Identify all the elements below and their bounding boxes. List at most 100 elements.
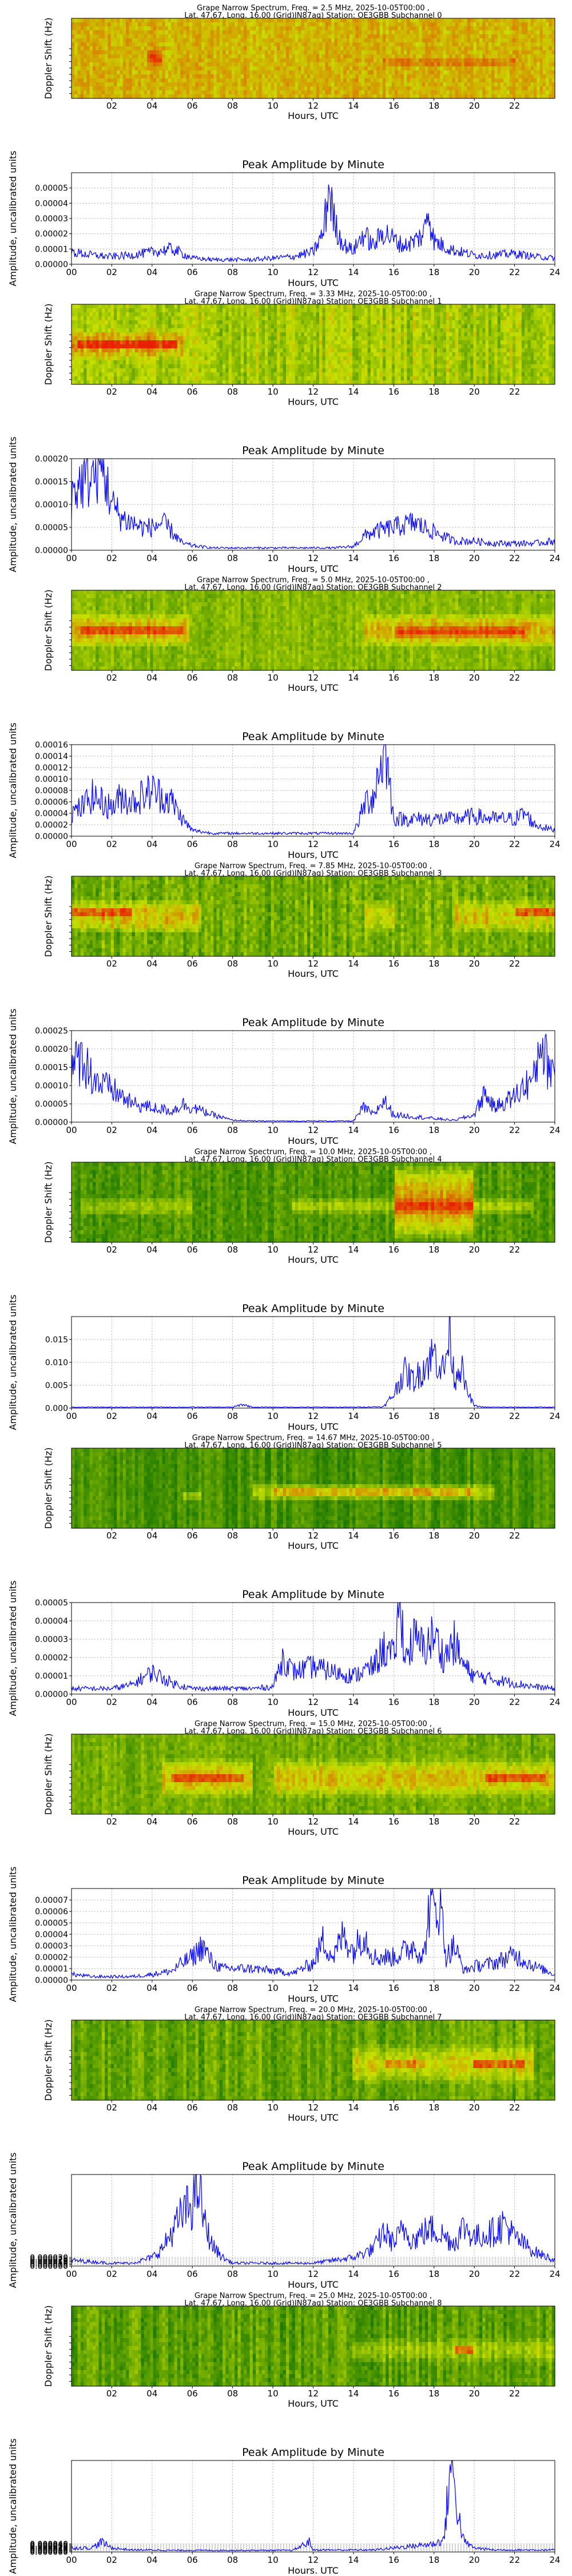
heatmap-cell	[198, 74, 202, 79]
heatmap-cell	[165, 34, 169, 39]
heatmap-cell	[114, 78, 117, 83]
heatmap-cell	[380, 22, 383, 27]
heatmap-cell	[486, 82, 489, 87]
heatmap-cell	[331, 74, 335, 79]
heatmap-cell	[144, 70, 148, 75]
heatmap-cell	[86, 74, 90, 79]
heatmap-cell	[458, 308, 462, 313]
heatmap-cell	[96, 90, 99, 95]
heatmap-cell	[519, 62, 522, 67]
heatmap-cell	[192, 66, 196, 71]
heatmap-cell	[410, 94, 414, 99]
heatmap-cell	[515, 62, 519, 67]
heatmap-cell	[352, 82, 356, 87]
heatmap-cell	[210, 312, 214, 317]
heatmap-cell	[86, 312, 90, 317]
heatmap-cell	[84, 54, 87, 59]
heatmap-cell	[398, 62, 401, 67]
heatmap-cell	[531, 62, 534, 67]
heatmap-cell	[72, 312, 75, 317]
heatmap-cell	[337, 316, 341, 321]
heatmap-cell	[392, 304, 395, 309]
heatmap-cell	[174, 78, 178, 83]
heatmap-cell	[171, 18, 174, 23]
heatmap-cell	[461, 74, 464, 79]
heatmap-cell	[470, 38, 474, 43]
heatmap-cell	[488, 26, 492, 31]
spectrogram-heatmap	[72, 304, 555, 385]
heatmap-cell	[401, 62, 404, 67]
heatmap-cell	[355, 320, 359, 325]
amplitude-y-tick-label: 0.00003	[35, 214, 68, 224]
heatmap-cell	[120, 90, 124, 95]
heatmap-cell	[123, 316, 126, 321]
heatmap-cell	[334, 316, 337, 321]
heatmap-cell	[362, 308, 365, 313]
heatmap-cell	[473, 86, 476, 91]
heatmap-cell	[543, 312, 546, 317]
heatmap-cell	[292, 90, 296, 95]
heatmap-cell	[117, 74, 120, 79]
heatmap-cell	[217, 38, 220, 43]
heatmap-cell	[217, 308, 220, 313]
heatmap-cell	[247, 66, 250, 71]
heatmap-cell	[494, 58, 498, 63]
heatmap-cell	[274, 18, 277, 23]
heatmap-cell	[331, 312, 335, 317]
heatmap-cell	[537, 38, 540, 43]
heatmap-cell	[476, 50, 480, 55]
heatmap-cell	[368, 308, 371, 313]
heatmap-cell	[368, 54, 371, 59]
heatmap-cell	[78, 308, 81, 313]
heatmap-cell	[235, 316, 238, 321]
heatmap-cell	[437, 304, 440, 309]
heatmap-cell	[455, 308, 459, 313]
heatmap-cell	[343, 86, 347, 91]
heatmap-cell	[301, 54, 304, 59]
heatmap-cell	[510, 316, 513, 321]
heatmap-cell	[250, 90, 253, 95]
heatmap-cell	[452, 90, 455, 95]
heatmap-cell	[331, 62, 335, 67]
heatmap-cell	[280, 26, 283, 31]
heatmap-cell	[189, 94, 193, 99]
heatmap-cell	[304, 50, 308, 55]
heatmap-cell	[223, 58, 226, 63]
heatmap-cell	[491, 30, 495, 35]
heatmap-cell	[546, 304, 549, 309]
heatmap-cell	[525, 90, 528, 95]
heatmap-cell	[473, 66, 476, 71]
heatmap-cell	[196, 50, 199, 55]
heatmap-cell	[280, 54, 283, 59]
heatmap-cell	[340, 18, 344, 23]
heatmap-cell	[237, 30, 241, 35]
heatmap-cell	[283, 18, 287, 23]
heatmap-cell	[183, 50, 186, 55]
heatmap-cell	[473, 18, 476, 23]
heatmap-cell	[108, 82, 111, 87]
heatmap-cell	[419, 42, 422, 47]
heatmap-cell	[488, 320, 492, 325]
heatmap-cell	[374, 26, 377, 31]
heatmap-cell	[277, 308, 280, 313]
heatmap-cell	[129, 94, 132, 99]
heatmap-cell	[331, 42, 335, 47]
heatmap-cell	[515, 30, 519, 35]
heatmap-cell	[413, 66, 416, 71]
heatmap-cell	[120, 82, 124, 87]
heatmap-cell	[126, 90, 129, 95]
heatmap-cell	[522, 34, 525, 39]
heatmap-cell	[503, 58, 507, 63]
heatmap-cell	[431, 70, 434, 75]
heatmap-cell	[519, 42, 522, 47]
heatmap-cell	[549, 42, 552, 47]
heatmap-cell	[135, 34, 138, 39]
heatmap-cell	[138, 42, 141, 47]
heatmap-cell	[364, 54, 368, 59]
heatmap-cell	[298, 38, 301, 43]
heatmap-cell	[196, 30, 199, 35]
heatmap-cell	[126, 34, 129, 39]
heatmap-cell	[458, 38, 462, 43]
heatmap-cell	[461, 94, 464, 99]
heatmap-cell	[534, 62, 537, 67]
